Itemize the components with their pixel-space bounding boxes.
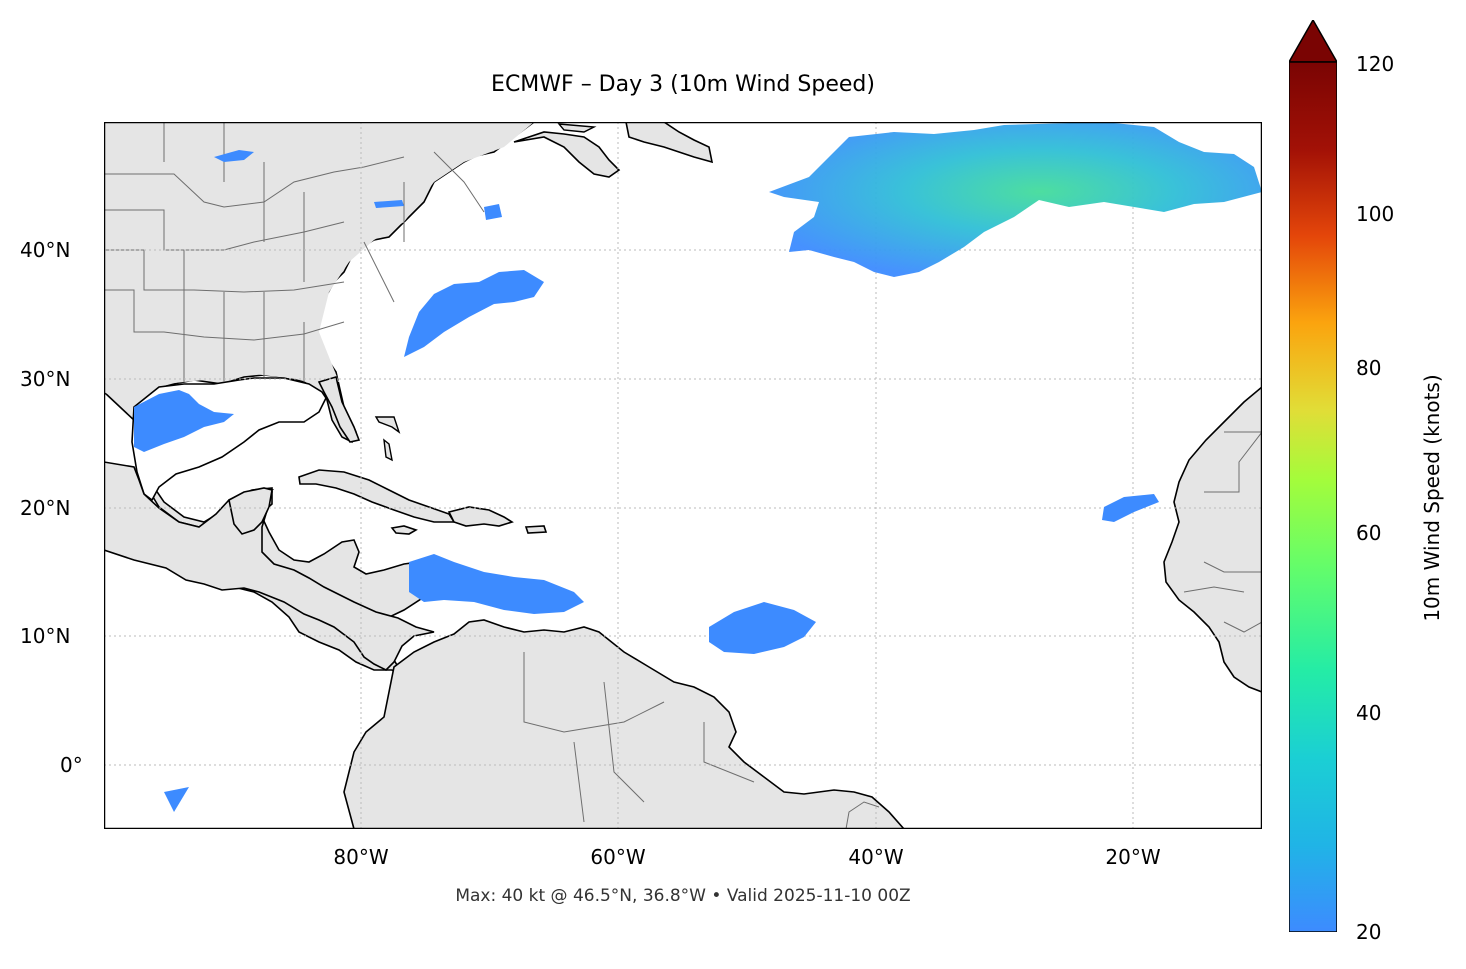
colorbar-tick-label: 40	[1356, 701, 1382, 725]
wind-speed-field	[134, 122, 1262, 812]
africa-land	[1163, 385, 1262, 693]
y-tick-label: 20°N	[20, 496, 71, 520]
wind-area-caribbean-sea	[409, 554, 584, 614]
south-america-land	[343, 619, 906, 829]
wind-area-west-africa-coast	[1102, 494, 1159, 522]
colorbar-tick-label: 120	[1356, 52, 1395, 76]
colorbar-tick-label: 100	[1356, 202, 1395, 226]
colorbar-tick-label: 60	[1356, 521, 1382, 545]
map-border	[104, 122, 1262, 829]
wind-area-gulf-of-mexico	[134, 390, 234, 452]
newfoundland-land	[625, 122, 714, 164]
chart-title: ECMWF – Day 3 (10m Wind Speed)	[491, 72, 875, 97]
footer-note: Max: 40 kt @ 46.5°N, 36.8°W • Valid 2025…	[455, 886, 911, 906]
wind-area-great-lakes	[214, 150, 254, 162]
mexico-central-america-land	[104, 461, 435, 671]
y-tick-label: 10°N	[20, 624, 71, 648]
colorbar	[1289, 20, 1337, 932]
colorbar-tick-label: 20	[1356, 920, 1382, 944]
wind-area-us-east-coast	[404, 270, 544, 357]
y-tick-label: 0°	[60, 753, 83, 777]
colorbar-tick-label: 80	[1356, 356, 1382, 380]
colorbar-gradient	[1289, 61, 1337, 932]
y-tick-label: 40°N	[20, 238, 71, 262]
wind-map	[104, 122, 1262, 829]
colorbar-extend-arrow	[1289, 20, 1337, 63]
x-tick-label: 40°W	[848, 845, 904, 869]
y-tick-label: 30°N	[20, 367, 71, 391]
wind-area-north-atlantic-storm	[769, 122, 1262, 277]
x-tick-label: 60°W	[590, 845, 646, 869]
x-tick-label: 20°W	[1105, 845, 1161, 869]
cuba-land	[298, 469, 456, 523]
colorbar-label: 10m Wind Speed (knots)	[1420, 374, 1444, 622]
x-tick-label: 80°W	[333, 845, 389, 869]
wind-area-tropical-atlantic	[709, 602, 816, 654]
